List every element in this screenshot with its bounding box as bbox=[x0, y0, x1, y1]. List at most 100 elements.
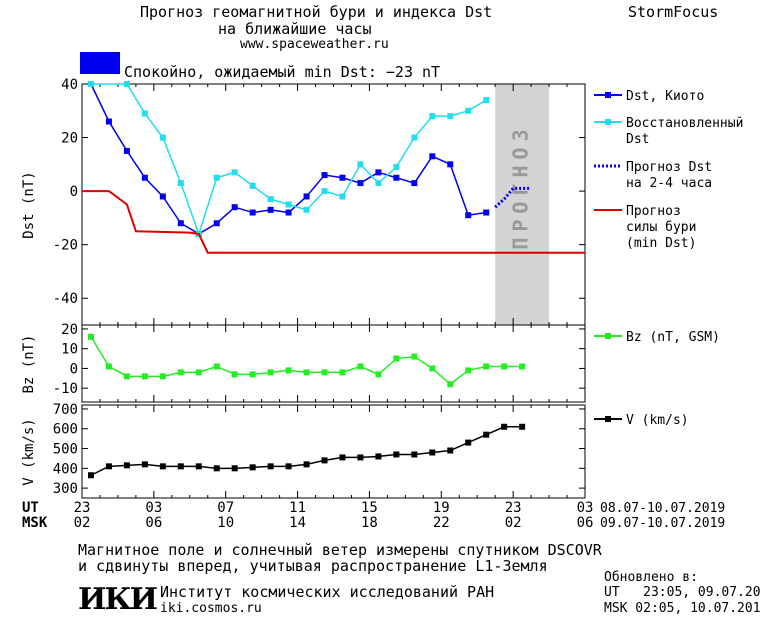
ut-tick-label: 03 bbox=[577, 500, 594, 516]
data-point bbox=[357, 363, 364, 370]
bz-panel: 20 10 0 -10 Bz (nT) bbox=[21, 322, 586, 403]
data-point bbox=[105, 463, 112, 470]
legend-v-label: V (km/s) bbox=[626, 413, 689, 428]
data-point bbox=[465, 367, 472, 374]
data-point bbox=[177, 220, 184, 227]
data-point bbox=[411, 451, 418, 458]
data-point bbox=[285, 201, 292, 208]
y-axis-label: Bz (nT) bbox=[21, 334, 37, 393]
data-point bbox=[375, 453, 382, 460]
data-point bbox=[177, 180, 184, 187]
y-tick-label: -40 bbox=[53, 291, 78, 307]
data-point bbox=[105, 118, 112, 125]
data-point bbox=[231, 465, 238, 472]
data-point bbox=[159, 373, 166, 380]
data-point bbox=[375, 371, 382, 378]
ut-date-range: 08.07-10.07.2019 bbox=[600, 501, 725, 516]
data-point bbox=[123, 462, 130, 469]
data-point bbox=[501, 423, 508, 430]
ut-tick-label: 19 bbox=[433, 500, 450, 516]
data-point bbox=[411, 134, 418, 141]
data-point bbox=[213, 363, 220, 370]
series-line-0-1 bbox=[90, 83, 487, 237]
ut-tick-label: 03 bbox=[145, 500, 162, 516]
v-panel: 700 600 500 400 300 V (km/s) bbox=[21, 402, 586, 499]
data-point bbox=[87, 333, 94, 340]
data-point bbox=[213, 174, 220, 181]
legend-recovered-label: Восстановленный bbox=[626, 116, 743, 131]
data-point bbox=[267, 369, 274, 376]
data-point bbox=[519, 363, 526, 370]
data-point bbox=[357, 161, 364, 168]
dst-panel: ПРОГНОЗ 40 20 0 -20 -40 Dst (nT) bbox=[21, 77, 586, 326]
y-tick-label: 20 bbox=[61, 322, 78, 338]
data-point bbox=[123, 373, 130, 380]
ut-tick-label: 23 bbox=[74, 500, 91, 516]
iki-logo: ИКИ bbox=[78, 582, 158, 617]
data-point bbox=[87, 81, 94, 87]
y-tick-label: 10 bbox=[61, 342, 78, 358]
data-point bbox=[231, 204, 238, 211]
y-axis-label: V (km/s) bbox=[21, 418, 37, 485]
msk-tick-label: 14 bbox=[289, 515, 306, 531]
data-point bbox=[321, 457, 328, 464]
status-color-box bbox=[80, 52, 120, 74]
data-point bbox=[267, 463, 274, 470]
y-tick-label: 300 bbox=[53, 481, 78, 497]
status-text: Спокойно, ожидаемый min Dst: −23 nT bbox=[124, 63, 441, 81]
data-point bbox=[141, 373, 148, 380]
data-point bbox=[393, 451, 400, 458]
y-tick-label: 600 bbox=[53, 422, 78, 438]
data-point bbox=[177, 463, 184, 470]
note-line2: и сдвинуты вперед, учитывая распростране… bbox=[78, 557, 548, 575]
msk-tick-label: 22 bbox=[433, 515, 450, 531]
data-point bbox=[375, 180, 382, 187]
institute-site[interactable]: iki.cosmos.ru bbox=[160, 601, 262, 616]
data-point bbox=[411, 180, 418, 187]
data-point bbox=[249, 182, 256, 189]
y-tick-label: 0 bbox=[70, 184, 78, 200]
data-point bbox=[303, 461, 310, 468]
data-point bbox=[465, 439, 472, 446]
updated-ut: UT 23:05, 09.07.2019 bbox=[604, 585, 760, 600]
data-point bbox=[141, 174, 148, 181]
data-point bbox=[393, 355, 400, 362]
charts-area: ПРОГНОЗ 40 20 0 -20 -40 Dst (nT) 20 10 0 -10 Bz (n… bbox=[21, 77, 743, 531]
note-line1: Магнитное поле и солнечный ветер измерен… bbox=[78, 541, 602, 559]
data-point bbox=[303, 193, 310, 200]
data-point bbox=[123, 81, 130, 87]
msk-tick-label: 02 bbox=[505, 515, 522, 531]
data-point bbox=[447, 161, 454, 168]
data-point bbox=[447, 447, 454, 454]
data-point bbox=[195, 369, 202, 376]
data-point bbox=[249, 209, 256, 216]
data-point bbox=[393, 174, 400, 181]
legend-dst-label: Dst, Киото bbox=[626, 89, 704, 104]
legend-dst-marker bbox=[605, 92, 611, 98]
legend-v-marker bbox=[605, 416, 611, 422]
data-point bbox=[483, 97, 490, 104]
ut-tick-label: 07 bbox=[217, 500, 234, 516]
msk-date-range: 09.07-10.07.2019 bbox=[600, 516, 725, 531]
legend-storm-label: Прогноз bbox=[626, 204, 681, 219]
legend-storm-label-2: силы бури bbox=[626, 220, 696, 235]
data-point bbox=[141, 461, 148, 468]
data-point bbox=[213, 465, 220, 472]
chart-title: Прогноз геомагнитной бури и индекса Dst bbox=[140, 3, 493, 21]
data-point bbox=[195, 463, 202, 470]
forecast-zone bbox=[495, 84, 550, 325]
y-tick-label: 20 bbox=[61, 131, 78, 147]
plot-frame bbox=[81, 404, 586, 499]
data-point bbox=[519, 423, 526, 430]
data-point bbox=[429, 365, 436, 372]
ut-tick-label: 23 bbox=[505, 500, 522, 516]
data-point bbox=[231, 169, 238, 176]
series-line-2-0 bbox=[90, 426, 523, 476]
data-point bbox=[339, 369, 346, 376]
msk-tick-label: 06 bbox=[145, 515, 162, 531]
site-url[interactable]: www.spaceweather.ru bbox=[240, 37, 389, 52]
data-point bbox=[249, 464, 256, 471]
data-point bbox=[159, 193, 166, 200]
series-line-0-3 bbox=[82, 190, 585, 254]
